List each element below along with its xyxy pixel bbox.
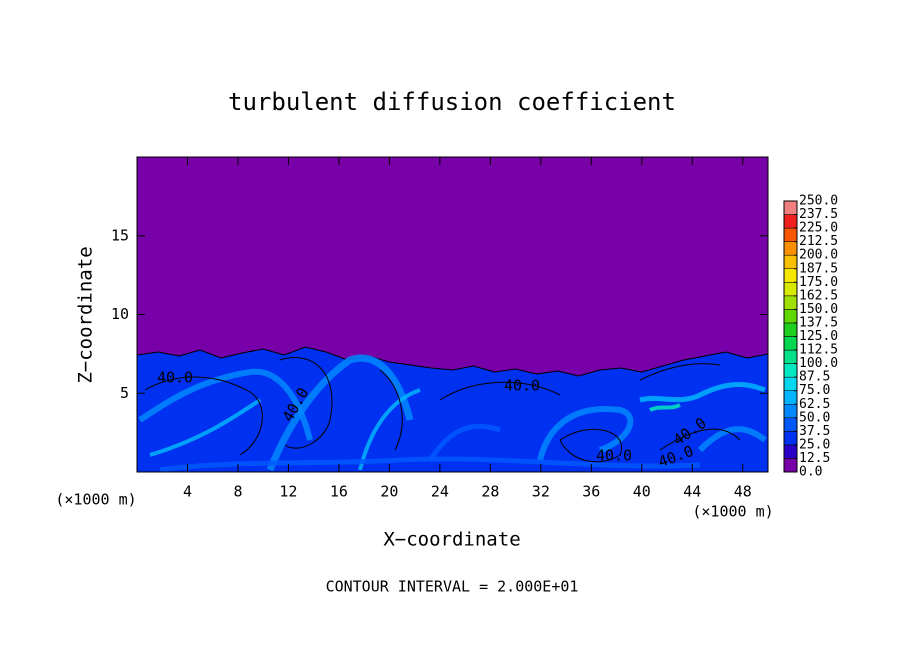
colorbar-cell	[783, 227, 798, 242]
colorbar-label: 162.5	[799, 288, 838, 303]
x-tick-label: 44	[683, 483, 701, 501]
colorbar-label: 175.0	[799, 275, 838, 290]
x-tick-label: 24	[431, 483, 449, 501]
x-tick-label: 48	[734, 483, 752, 501]
colorbar-label: 200.0	[799, 248, 838, 263]
colorbar-cell	[783, 268, 798, 283]
y-tick-label: 15	[111, 226, 129, 244]
field-streak	[649, 403, 681, 412]
colorbar-label: 25.0	[799, 437, 830, 452]
colorbar-cell	[783, 363, 798, 378]
colorbar-cell	[783, 282, 798, 297]
colorbar-cell	[783, 309, 798, 324]
field-streak	[266, 354, 414, 472]
contour-line	[659, 428, 741, 451]
contour-label: 40.0	[596, 447, 632, 465]
colorbar-cell	[783, 404, 798, 419]
colorbar-label: 87.5	[799, 370, 830, 385]
colorbar-cell	[783, 431, 798, 446]
colorbar-cell	[783, 390, 798, 405]
contour-label: 40.0	[157, 369, 193, 387]
x-unit-label: (×1000 m)	[55, 491, 136, 509]
colorbar-label: 12.5	[799, 451, 830, 466]
field-streak	[358, 388, 421, 471]
x-tick-label: 32	[532, 483, 550, 501]
colorbar-cell	[783, 200, 798, 215]
colorbar-label: 50.0	[799, 410, 830, 425]
contour-line	[639, 363, 721, 381]
field-streak	[159, 456, 701, 473]
colorbar-label: 150.0	[799, 302, 838, 317]
contour-line	[379, 369, 403, 451]
colorbar-cell	[783, 254, 798, 269]
field-streak	[639, 382, 766, 403]
colorbar-label: 100.0	[799, 356, 838, 371]
x-tick-label: 40	[633, 483, 651, 501]
y-tick-label: 10	[111, 305, 129, 323]
colorbar-cell	[783, 458, 798, 473]
colorbar-cell	[783, 336, 798, 351]
field-streak	[427, 423, 501, 462]
field-region	[136, 346, 769, 473]
x-tick-label: 8	[233, 483, 242, 501]
x-tick-label: 20	[380, 483, 398, 501]
contour-label: 40.0	[504, 377, 540, 395]
colorbar-label: 137.5	[799, 315, 838, 330]
field-streak	[138, 368, 313, 441]
y-axis-label: Z−coordinate	[75, 246, 97, 383]
colorbar-cell	[783, 417, 798, 432]
contour-line	[144, 376, 263, 456]
x-tick-label: 36	[582, 483, 600, 501]
colorbar-frame	[783, 200, 798, 473]
colorbar-cell	[783, 444, 798, 459]
chart-title: turbulent diffusion coefficient	[228, 88, 676, 116]
colorbar-label: 212.5	[799, 234, 838, 249]
y-tick-label: 5	[120, 384, 129, 402]
footer: CONTOUR INTERVAL = 2.000E+01	[326, 578, 579, 596]
x-tick-label: 12	[279, 483, 297, 501]
colorbar-label: 62.5	[799, 397, 830, 412]
colorbar-label: 112.5	[799, 343, 838, 358]
colorbar-label: 75.0	[799, 383, 830, 398]
colorbar-label: 125.0	[799, 329, 838, 344]
colorbar-cell	[783, 322, 798, 337]
colorbar-label: 187.5	[799, 261, 838, 276]
colorbar-label: 37.5	[799, 424, 830, 439]
colorbar-cell	[783, 214, 798, 229]
colorbar-cell	[783, 349, 798, 364]
field-streak	[537, 406, 634, 461]
x-unit-label: (×1000 m)	[692, 503, 773, 521]
contour-line	[279, 357, 333, 449]
colorbar-cell	[783, 376, 798, 391]
colorbar-label: 225.0	[799, 221, 838, 236]
x-tick-label: 28	[481, 483, 499, 501]
x-tick-label: 4	[183, 483, 192, 501]
contour-line	[439, 381, 561, 401]
field-streak	[149, 398, 262, 457]
colorbar-cell	[783, 241, 798, 256]
contour-line	[559, 428, 623, 463]
field-streak	[697, 426, 767, 453]
x-tick-label: 16	[330, 483, 348, 501]
colorbar-label: 237.5	[799, 207, 838, 222]
colorbar-cell	[783, 295, 798, 310]
colorbar-label: 0.0	[799, 465, 822, 480]
x-axis-label: X−coordinate	[383, 529, 520, 551]
colorbar-label: 250.0	[799, 194, 838, 209]
